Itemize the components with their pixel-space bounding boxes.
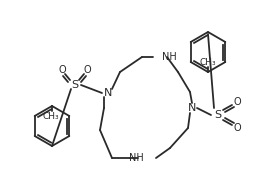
Text: N: N: [187, 103, 195, 113]
Text: O: O: [83, 65, 90, 75]
Text: O: O: [232, 97, 240, 107]
Text: CH₃: CH₃: [42, 112, 59, 120]
Text: S: S: [71, 80, 78, 90]
Text: NH: NH: [161, 52, 176, 62]
Text: O: O: [232, 123, 240, 133]
Text: S: S: [214, 110, 221, 120]
Text: N: N: [103, 88, 112, 98]
Text: CH₃: CH₃: [199, 58, 215, 66]
Text: NH: NH: [129, 153, 144, 163]
Text: O: O: [58, 65, 66, 75]
